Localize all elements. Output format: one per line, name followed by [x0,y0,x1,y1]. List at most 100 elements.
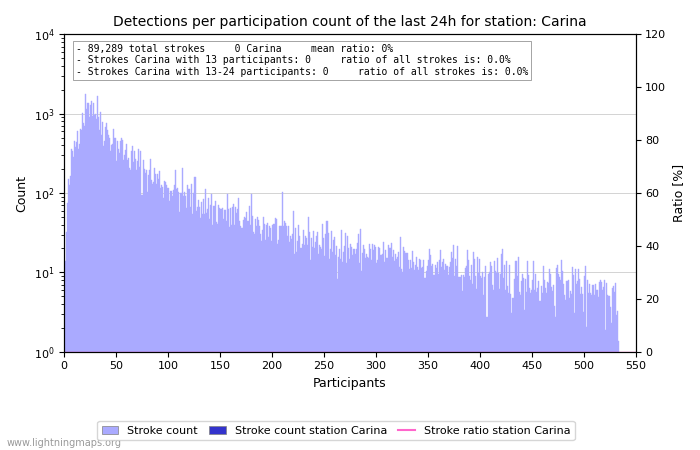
Bar [444,270,445,450]
Bar [145,173,146,450]
Bar [538,281,540,450]
Bar [498,273,499,450]
Bar [557,266,558,450]
Bar [306,238,307,450]
Bar [216,222,218,450]
Bar [219,208,220,450]
Bar [184,192,185,450]
Bar [574,313,575,450]
Bar [176,189,177,450]
Bar [250,225,251,450]
Bar [109,138,111,450]
Bar [237,209,238,450]
Bar [267,224,268,450]
Bar [155,174,156,450]
Bar [553,285,554,450]
Bar [179,212,180,450]
Bar [367,257,368,450]
X-axis label: Participants: Participants [313,377,386,390]
Bar [381,255,382,450]
Bar [342,261,343,450]
Bar [147,193,148,450]
Bar [568,298,570,450]
Bar [390,248,391,450]
Bar [476,289,477,450]
Y-axis label: Ratio [%]: Ratio [%] [672,164,685,222]
Bar [248,207,250,450]
Bar [195,211,197,450]
Bar [463,277,465,450]
Bar [193,194,195,450]
Bar [320,247,321,450]
Bar [310,260,311,450]
Bar [573,275,574,450]
Bar [510,294,512,450]
Bar [441,267,442,450]
Bar [478,273,480,450]
Bar [391,243,392,450]
Bar [496,273,497,450]
Bar [169,191,171,450]
Bar [422,267,423,450]
Bar [298,225,300,450]
Bar [276,244,278,450]
Bar [386,258,388,450]
Bar [456,266,457,450]
Bar [469,276,470,450]
Bar [80,129,81,450]
Bar [72,151,73,450]
Bar [336,246,337,450]
Bar [552,291,553,450]
Bar [287,236,288,450]
Bar [410,260,411,450]
Bar [326,221,328,450]
Bar [308,216,309,450]
Bar [334,237,335,450]
Bar [291,239,292,450]
Bar [524,310,525,450]
Bar [589,284,590,450]
Bar [465,268,466,450]
Bar [551,287,552,450]
Bar [364,248,365,450]
Text: www.lightningmaps.org: www.lightningmaps.org [7,437,122,447]
Bar [412,251,413,450]
Bar [607,295,608,450]
Bar [86,108,88,450]
Bar [619,341,620,450]
Bar [84,126,85,450]
Bar [94,114,96,450]
Bar [601,283,602,450]
Bar [608,296,609,450]
Bar [94,115,95,450]
Bar [106,123,107,450]
Bar [295,228,296,450]
Bar [100,112,101,450]
Bar [165,182,167,450]
Bar [577,281,578,450]
Bar [411,267,412,450]
Bar [373,250,374,450]
Bar [284,220,285,450]
Bar [210,205,211,450]
Bar [385,250,386,450]
Bar [69,185,70,450]
Bar [263,217,264,450]
Bar [407,260,409,450]
Bar [205,189,206,450]
Bar [159,171,160,450]
Bar [212,225,214,450]
Bar [309,232,310,450]
Bar [375,248,377,450]
Bar [75,147,76,450]
Bar [491,285,493,450]
Bar [158,179,159,450]
Bar [164,181,165,450]
Bar [453,245,454,450]
Bar [313,231,314,450]
Bar [356,243,358,450]
Bar [122,159,124,450]
Bar [125,149,126,450]
Bar [266,225,267,450]
Bar [280,226,281,450]
